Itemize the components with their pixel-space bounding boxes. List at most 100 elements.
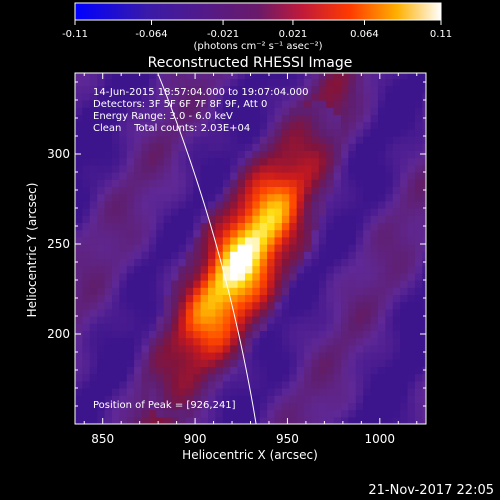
- heatmap-cell: [355, 395, 364, 403]
- heatmap-cell: [326, 388, 335, 396]
- heatmap-cell: [185, 157, 194, 166]
- heatmap-cell: [333, 308, 342, 317]
- heatmap-cell: [267, 222, 276, 231]
- heatmap-cell: [244, 78, 253, 87]
- heatmap-cell: [304, 395, 313, 403]
- heatmap-cell: [333, 107, 342, 115]
- heatmap-cell: [289, 395, 298, 403]
- heatmap-cell: [208, 308, 216, 317]
- heatmap-cell: [259, 373, 268, 382]
- heatmap-cell: [326, 179, 335, 187]
- heatmap-cell: [230, 272, 239, 281]
- heatmap-cell: [156, 172, 165, 180]
- heatmap-cell: [289, 164, 298, 173]
- heatmap-cell: [304, 337, 313, 346]
- heatmap-cell: [156, 179, 165, 187]
- heatmap-cell: [104, 265, 113, 274]
- heatmap-cell: [311, 294, 320, 303]
- heatmap-cell: [407, 157, 416, 166]
- heatmap-cell: [215, 143, 224, 151]
- heatmap-cell: [208, 157, 216, 166]
- heatmap-cell: [304, 222, 313, 231]
- heatmap-cell: [163, 344, 172, 353]
- heatmap-cell: [407, 236, 416, 245]
- heatmap-cell: [75, 344, 83, 353]
- heatmap-cell: [244, 395, 253, 403]
- heatmap-cell: [178, 416, 187, 424]
- colorbar-tick-label: 0.064: [350, 29, 379, 40]
- heatmap-cell: [237, 366, 246, 375]
- heatmap-cell: [97, 287, 106, 295]
- heatmap-cell: [141, 164, 150, 173]
- heatmap-cell: [385, 107, 394, 115]
- heatmap-cell: [318, 301, 327, 310]
- heatmap-cell: [119, 308, 128, 317]
- heatmap-cell: [156, 366, 165, 375]
- heatmap-cell: [267, 186, 276, 195]
- heatmap-cell: [156, 337, 165, 346]
- heatmap-cell: [134, 416, 143, 424]
- heatmap-cell: [377, 136, 386, 144]
- heatmap-cell: [422, 121, 426, 130]
- heatmap-cell: [289, 294, 298, 303]
- heatmap-cell: [208, 244, 216, 252]
- heatmap-cell: [208, 301, 216, 310]
- heatmap-cell: [215, 388, 224, 396]
- heatmap-cell: [259, 92, 268, 101]
- heatmap-cell: [222, 85, 231, 94]
- heatmap-cell: [119, 100, 128, 108]
- heatmap-cell: [370, 330, 379, 339]
- heatmap-cell: [400, 85, 409, 94]
- heatmap-cell: [267, 143, 276, 151]
- heatmap-cell: [377, 402, 386, 411]
- heatmap-cell: [377, 100, 386, 108]
- heatmap-cell: [274, 143, 283, 151]
- heatmap-cell: [341, 150, 350, 159]
- heatmap-cell: [89, 164, 98, 173]
- heatmap-cell: [141, 373, 150, 382]
- heatmap-cell: [348, 114, 357, 123]
- heatmap-cell: [97, 373, 106, 382]
- heatmap-cell: [178, 92, 187, 101]
- heatmap-cell: [341, 114, 350, 123]
- heatmap-cell: [75, 215, 83, 223]
- heatmap-cell: [259, 330, 268, 339]
- heatmap-cell: [385, 157, 394, 166]
- heatmap-cell: [119, 287, 128, 295]
- heatmap-cell: [208, 344, 216, 353]
- heatmap-cell: [333, 258, 342, 267]
- heatmap-cell: [244, 330, 253, 339]
- heatmap-cell: [237, 388, 246, 396]
- heatmap-cell: [193, 330, 202, 339]
- heatmap-cell: [341, 323, 350, 331]
- heatmap-cell: [259, 229, 268, 238]
- heatmap-cell: [193, 244, 202, 252]
- heatmap-cell: [185, 395, 194, 403]
- heatmap-cell: [348, 308, 357, 317]
- heatmap-cell: [385, 100, 394, 108]
- heatmap-cell: [296, 215, 305, 223]
- heatmap-cell: [75, 222, 83, 231]
- heatmap-cell: [370, 85, 379, 94]
- heatmap-cell: [289, 78, 298, 87]
- heatmap-cell: [230, 143, 239, 151]
- heatmap-cell: [392, 150, 401, 159]
- heatmap-cell: [185, 344, 194, 353]
- heatmap-cell: [267, 107, 276, 115]
- heatmap-cell: [274, 114, 283, 123]
- heatmap-cell: [341, 287, 350, 295]
- heatmap-cell: [259, 258, 268, 267]
- heatmap-cell: [333, 402, 342, 411]
- heatmap-cell: [111, 78, 120, 87]
- heatmap-cell: [311, 301, 320, 310]
- heatmap-cell: [171, 200, 180, 209]
- heatmap-cell: [370, 287, 379, 295]
- heatmap-cell: [82, 186, 91, 195]
- heatmap-cell: [237, 380, 246, 389]
- heatmap-cell: [304, 330, 313, 339]
- heatmap-cell: [141, 265, 150, 274]
- heatmap-cell: [244, 359, 253, 367]
- heatmap-cell: [414, 107, 423, 115]
- heatmap-cell: [163, 222, 172, 231]
- heatmap-cell: [134, 272, 143, 281]
